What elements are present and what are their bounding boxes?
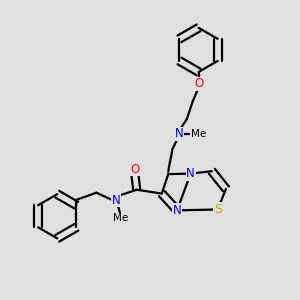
Text: N: N [186, 167, 195, 180]
Text: Me: Me [113, 213, 128, 223]
Text: S: S [214, 203, 222, 216]
Text: O: O [130, 163, 139, 176]
Text: N: N [173, 204, 182, 217]
Text: Me: Me [191, 129, 206, 139]
Text: O: O [194, 77, 203, 90]
Text: N: N [112, 194, 121, 207]
Text: N: N [175, 127, 184, 140]
